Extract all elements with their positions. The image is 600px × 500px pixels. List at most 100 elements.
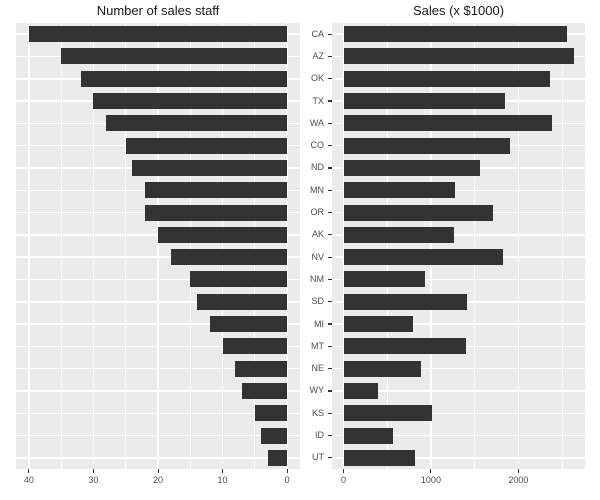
y-axis-tick [328, 78, 332, 80]
left-chart-title: Number of sales staff [96, 3, 220, 18]
bar [235, 360, 288, 377]
gridline-major-y [332, 434, 585, 437]
gridline-major-y [332, 367, 585, 370]
gridline-major-x [286, 23, 288, 469]
gridline-minor-x [561, 23, 563, 469]
bar [343, 293, 467, 310]
bar [170, 249, 288, 266]
bar [196, 293, 288, 310]
y-axis-tick [328, 33, 332, 35]
bar [343, 226, 454, 243]
y-axis-tick [328, 345, 332, 347]
bar [343, 70, 550, 87]
y-axis-tick [328, 100, 332, 102]
state-label: NV [311, 251, 324, 262]
state-label: MT [311, 340, 324, 351]
y-axis-tick [328, 457, 332, 459]
state-label: WY [309, 385, 325, 396]
bar [343, 182, 455, 199]
bar [343, 316, 414, 333]
gridline-minor-x [125, 23, 127, 469]
y-axis-tick [328, 323, 332, 325]
bar [261, 427, 288, 444]
state-label: CA [311, 28, 324, 39]
gridline-major-y [332, 457, 585, 459]
x-axis-tick [92, 469, 94, 473]
bar [343, 249, 503, 266]
bar [343, 159, 480, 176]
bar [343, 271, 425, 288]
bar [267, 449, 288, 466]
bar [80, 70, 288, 87]
gridline-major-y [332, 234, 585, 236]
x-axis-tick [222, 469, 224, 473]
bar [241, 382, 288, 399]
x-axis-tick-label: 20 [152, 475, 163, 485]
state-label: UT [312, 452, 324, 463]
state-label: MI [314, 318, 324, 329]
bar [209, 316, 288, 333]
bar [145, 204, 288, 221]
state-label: CO [310, 140, 325, 151]
gridline-major-x [430, 23, 432, 469]
gridline-minor-x [60, 23, 62, 469]
x-axis-tick [343, 469, 344, 473]
y-axis-tick [328, 412, 332, 414]
state-label: KS [311, 407, 324, 418]
bar [343, 338, 466, 355]
x-axis-tick-label: 40 [23, 475, 34, 485]
bar [145, 182, 288, 199]
gridline-major-y [332, 390, 585, 392]
x-axis-tick-label: 10 [217, 475, 228, 485]
bar [106, 115, 288, 132]
x-axis-tick-label: 0 [340, 475, 346, 485]
gridline-major-x [221, 23, 224, 469]
gridline-major-x [92, 23, 95, 469]
right-panel [332, 23, 585, 469]
state-label: AZ [312, 50, 324, 61]
gridline-minor-x [189, 23, 191, 469]
gridline-major-x [342, 23, 345, 469]
bar [343, 26, 567, 43]
bar [222, 338, 288, 355]
bar [343, 360, 422, 377]
gridline-major-x [28, 23, 30, 469]
bar [343, 427, 394, 444]
bar [343, 405, 432, 422]
x-axis-tick-label: 2000 [508, 475, 529, 485]
y-axis-tick [328, 167, 332, 169]
state-label: NM [310, 273, 324, 284]
gridline-major-y [332, 412, 585, 414]
gridline-major-x [157, 23, 159, 469]
x-axis-tick [430, 469, 432, 473]
state-label: WA [309, 117, 324, 128]
right-chart-title: Sales (x $1000) [412, 3, 505, 18]
bar [254, 405, 288, 422]
state-label: OR [310, 207, 325, 218]
x-axis-tick [286, 469, 288, 473]
bar [61, 48, 288, 65]
x-axis-tick [517, 469, 519, 473]
y-axis-tick [328, 189, 332, 191]
gridline-major-y [332, 323, 585, 325]
bar [343, 93, 506, 110]
x-axis-tick-label: 30 [88, 475, 99, 485]
x-axis-tick-label: 1000 [420, 475, 441, 485]
y-axis-tick [328, 211, 332, 214]
bar [343, 137, 510, 154]
x-axis-tick [157, 469, 159, 473]
x-axis-tick [28, 469, 30, 473]
state-label: ND [311, 162, 324, 173]
y-axis-tick [328, 256, 332, 258]
bar [132, 159, 288, 176]
state-label: AK [311, 229, 324, 240]
gridline-minor-x [386, 23, 388, 469]
gridline-major-x [517, 23, 520, 469]
y-axis-tick [328, 301, 332, 303]
left-panel [16, 23, 300, 469]
y-axis-tick [328, 278, 332, 281]
bar [93, 93, 288, 110]
x-axis-tick-label: 0 [284, 475, 290, 485]
state-label: NE [311, 363, 324, 374]
state-label: ID [315, 430, 324, 441]
